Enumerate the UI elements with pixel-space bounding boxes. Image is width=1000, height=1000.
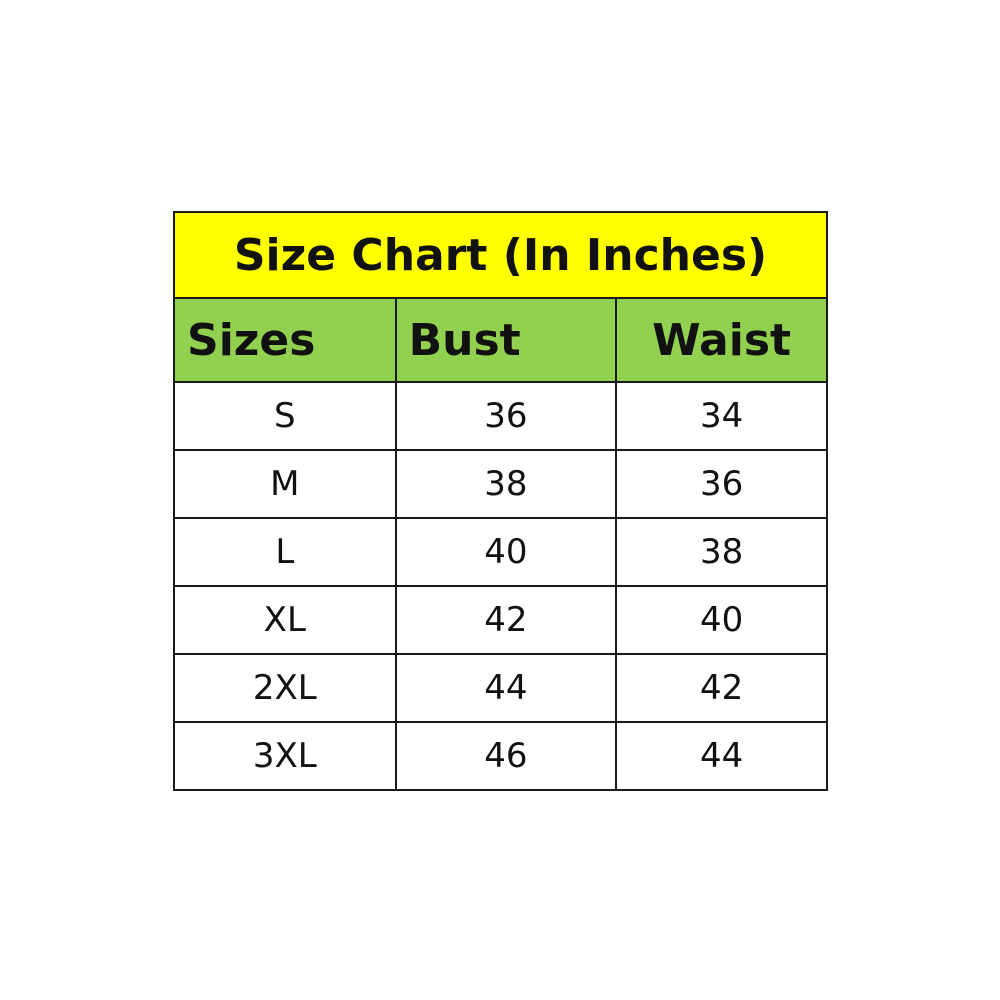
table-title: Size Chart (In Inches) — [173, 211, 828, 299]
waist-cell: 44 — [615, 721, 828, 791]
size-chart-table: Size Chart (In Inches) Sizes Bust Waist … — [173, 211, 828, 791]
bust-cell: 36 — [394, 381, 618, 451]
header-bust: Bust — [394, 297, 618, 383]
bust-cell: 42 — [394, 585, 618, 655]
bust-cell: 44 — [394, 653, 618, 723]
table-row: XL 42 40 — [173, 585, 828, 655]
header-waist: Waist — [615, 297, 828, 383]
table-row: M 38 36 — [173, 449, 828, 519]
table-row: L 40 38 — [173, 517, 828, 587]
size-cell: S — [173, 381, 397, 451]
table-row: S 36 34 — [173, 381, 828, 451]
waist-cell: 40 — [615, 585, 828, 655]
size-cell: 3XL — [173, 721, 397, 791]
bust-cell: 40 — [394, 517, 618, 587]
size-cell: M — [173, 449, 397, 519]
header-sizes: Sizes — [173, 297, 397, 383]
header-row: Sizes Bust Waist — [173, 297, 828, 383]
waist-cell: 42 — [615, 653, 828, 723]
bust-cell: 46 — [394, 721, 618, 791]
table-row: 3XL 46 44 — [173, 721, 828, 791]
table-row: 2XL 44 42 — [173, 653, 828, 723]
size-cell: L — [173, 517, 397, 587]
title-row: Size Chart (In Inches) — [173, 211, 828, 299]
waist-cell: 36 — [615, 449, 828, 519]
size-cell: XL — [173, 585, 397, 655]
waist-cell: 38 — [615, 517, 828, 587]
bust-cell: 38 — [394, 449, 618, 519]
size-cell: 2XL — [173, 653, 397, 723]
waist-cell: 34 — [615, 381, 828, 451]
